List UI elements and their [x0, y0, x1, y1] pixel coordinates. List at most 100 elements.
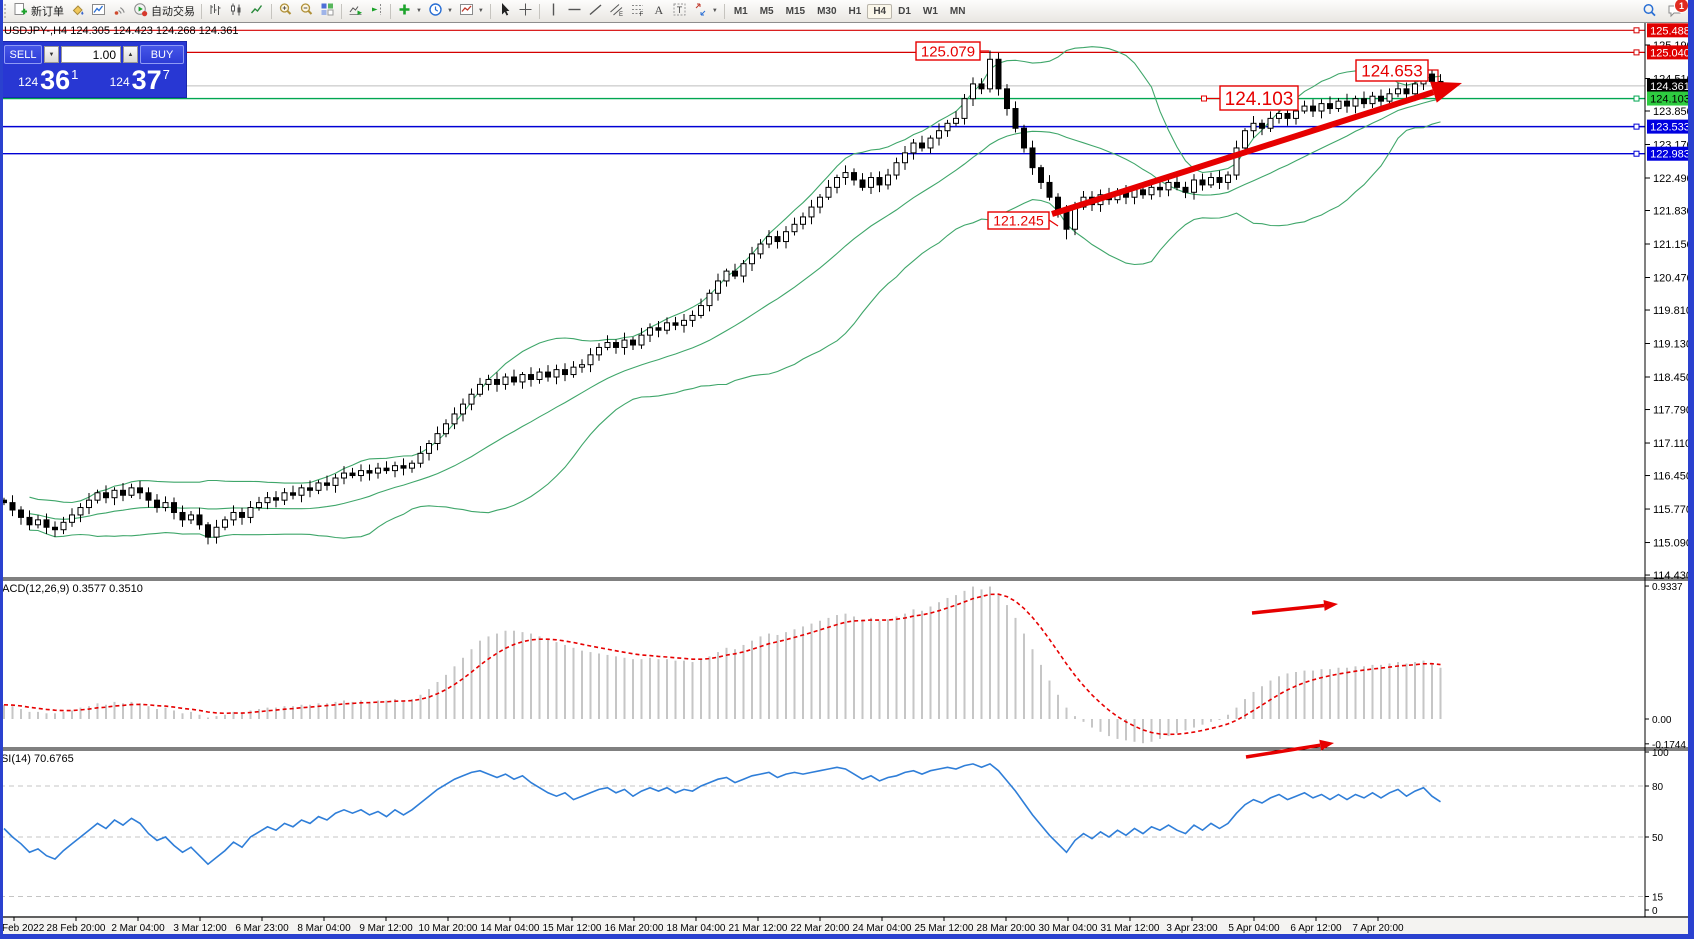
volume-input[interactable]: [61, 46, 121, 63]
chart-shift-button[interactable]: [366, 0, 387, 22]
svg-text:115.770: 115.770: [1653, 504, 1692, 516]
timeframe-mn-button[interactable]: MN: [949, 5, 966, 17]
sell-price-big: 36: [40, 65, 71, 95]
auto-scroll-button[interactable]: [345, 0, 366, 22]
svg-text:-0.1744: -0.1744: [1652, 740, 1686, 751]
svg-text:120.470: 120.470: [1653, 273, 1693, 285]
buy-price-prefix: 124: [109, 75, 130, 89]
macd-arrow[interactable]: [1251, 599, 1338, 615]
window-border-left: [0, 0, 3, 939]
chevron-down-icon[interactable]: ▼: [711, 8, 718, 14]
line-chart-button[interactable]: [247, 0, 268, 22]
auto-trading-label: 自动交易: [151, 6, 195, 18]
linechart-icon: [250, 2, 265, 20]
timeframe-d1-button[interactable]: D1: [898, 5, 911, 17]
timeframe-m5-button[interactable]: M5: [759, 5, 774, 17]
new-order-button[interactable]: 新订单: [10, 0, 67, 22]
svg-text:124.361: 124.361: [1650, 81, 1690, 93]
svg-text:124.103: 124.103: [1225, 89, 1294, 110]
price-callout[interactable]: [987, 211, 1050, 230]
timeframe-m1-button[interactable]: M1: [733, 5, 748, 17]
volume-dropdown-button[interactable]: ▼: [44, 46, 59, 63]
text-button[interactable]: A: [648, 0, 669, 22]
price-callout[interactable]: [1355, 59, 1429, 82]
chevron-down-icon[interactable]: ▼: [446, 8, 453, 14]
notifications-button[interactable]: 1: [1667, 0, 1689, 21]
auto-trading-button[interactable]: 自动交易: [130, 0, 198, 22]
toolbar-separator: [489, 3, 491, 19]
svg-text:123.533: 123.533: [1650, 122, 1690, 134]
buy-button[interactable]: BUY: [140, 45, 184, 64]
bucket-icon: [70, 2, 85, 20]
svg-text:114.430: 114.430: [1653, 570, 1692, 582]
tile-windows-button[interactable]: [317, 0, 338, 22]
notification-badge: 1: [1674, 0, 1689, 13]
axes: [0, 22, 1694, 918]
candles-icon: [229, 2, 244, 20]
timeframe-m30-button[interactable]: M30: [817, 5, 837, 17]
svg-text:122.490: 122.490: [1653, 173, 1693, 185]
text-label-button[interactable]: T: [669, 0, 690, 22]
doc-plus-icon: [13, 2, 28, 20]
trendline-button[interactable]: [585, 0, 606, 22]
zoom-out-icon: [299, 2, 314, 20]
svg-text:Feb 2022: Feb 2022: [2, 923, 45, 934]
cursor-icon: [497, 2, 512, 20]
bar-chart-button[interactable]: [205, 0, 226, 22]
periods-button[interactable]: ▼: [425, 0, 456, 22]
timeframe-m15-button[interactable]: M15: [785, 5, 806, 17]
svg-text:119.130: 119.130: [1653, 339, 1692, 351]
toolbar-grip: [4, 4, 6, 18]
macd-histogram: [3, 586, 1442, 744]
sell-button[interactable]: SELL: [4, 45, 42, 64]
rsi-arrow[interactable]: [1245, 739, 1334, 759]
svg-text:117.110: 117.110: [1653, 438, 1691, 450]
svg-text:2 Mar 04:00: 2 Mar 04:00: [111, 923, 165, 934]
zoom-out-button[interactable]: [296, 0, 317, 22]
signals-button[interactable]: [109, 0, 130, 22]
svg-text:0.00: 0.00: [1652, 715, 1672, 726]
svg-text:30 Mar 04:00: 30 Mar 04:00: [1039, 923, 1098, 934]
styler-button[interactable]: [67, 0, 88, 22]
svg-text:117.790: 117.790: [1653, 405, 1692, 417]
templates-button[interactable]: ▼: [456, 0, 487, 22]
horizontal-line-button[interactable]: [564, 0, 585, 22]
svg-text:14 Mar 04:00: 14 Mar 04:00: [481, 923, 540, 934]
svg-text:21 Mar 12:00: 21 Mar 12:00: [729, 923, 788, 934]
autoscroll-icon: [348, 2, 363, 20]
buy-price[interactable]: 124 37 7: [96, 66, 185, 95]
crosshair-button[interactable]: [515, 0, 536, 22]
sell-price[interactable]: 124 36 1: [4, 66, 93, 95]
sell-price-prefix: 124: [18, 75, 39, 89]
profile-icon: [91, 2, 106, 20]
chevron-down-icon[interactable]: ▼: [477, 8, 484, 14]
svg-text:28 Feb 20:00: 28 Feb 20:00: [47, 923, 106, 934]
indicators-button[interactable]: ▼: [394, 0, 425, 22]
svg-text:119.810: 119.810: [1653, 305, 1692, 317]
timeframe-h1-button[interactable]: H1: [848, 5, 862, 17]
vertical-line-button[interactable]: [543, 0, 564, 22]
timeframe-w1-button[interactable]: W1: [922, 5, 938, 17]
svg-text:0: 0: [1652, 906, 1658, 917]
profiles-button[interactable]: [88, 0, 109, 22]
new-order-label: 新订单: [31, 6, 64, 18]
volume-up-button[interactable]: ▲: [123, 46, 138, 63]
svg-text:28 Mar 20:00: 28 Mar 20:00: [977, 923, 1036, 934]
candlestick-chart-button[interactable]: [226, 0, 247, 22]
sell-price-sup: 1: [71, 67, 79, 82]
zoom-in-icon: [278, 2, 293, 20]
svg-text:122.983: 122.983: [1650, 149, 1690, 161]
search-icon[interactable]: [1642, 3, 1657, 21]
arrows-button[interactable]: ▼: [690, 0, 721, 22]
price-callout[interactable]: [915, 41, 981, 61]
chevron-down-icon[interactable]: ▼: [416, 8, 422, 14]
zoom-in-button[interactable]: [275, 0, 296, 22]
fibonacci-button[interactable]: F: [627, 0, 648, 22]
cursor-button[interactable]: [494, 0, 515, 22]
equidistant-channel-button[interactable]: E: [606, 0, 627, 22]
price-callout[interactable]: [1219, 85, 1299, 111]
timeframe-h4-button[interactable]: H4: [867, 3, 893, 19]
price-badge: [1647, 119, 1693, 134]
